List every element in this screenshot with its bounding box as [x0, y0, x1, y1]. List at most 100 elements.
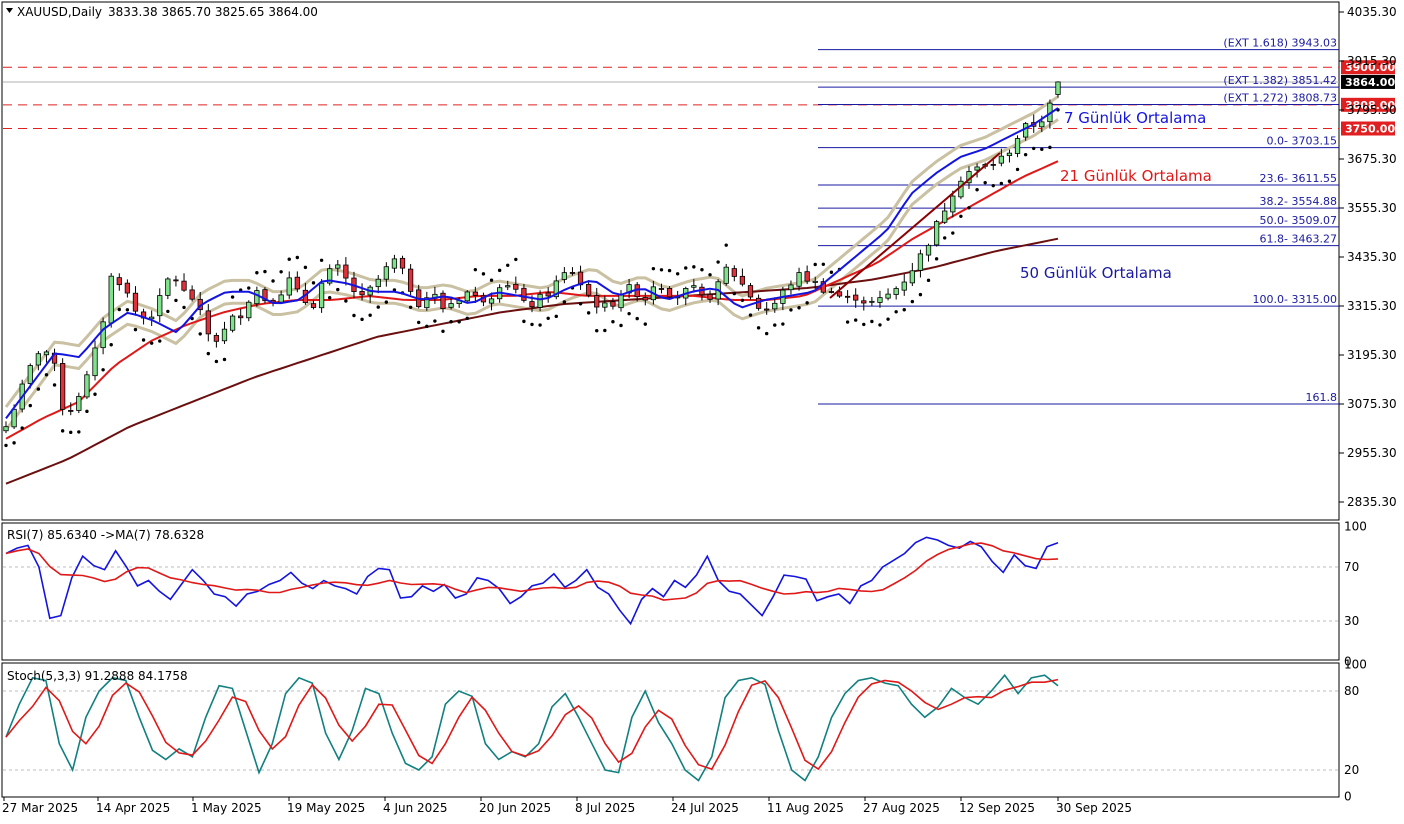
- sar-dot: [36, 387, 41, 391]
- sar-dot: [1015, 167, 1020, 172]
- candle-body: [343, 264, 349, 279]
- sar-dot: [319, 258, 324, 262]
- price-tick-label: 3915.30: [1347, 54, 1397, 68]
- candle-body: [537, 293, 543, 308]
- candle-body: [173, 279, 179, 282]
- level-price-label: 3750.00: [1345, 122, 1395, 135]
- fib-label: 23.6- 3611.55: [1260, 172, 1337, 185]
- candle-body: [885, 293, 891, 299]
- collapse-triangle-icon[interactable]: [6, 8, 13, 13]
- sar-dot: [506, 263, 510, 267]
- rsi-panel-frame: [1, 522, 1340, 661]
- sar-dot: [1048, 145, 1052, 150]
- date-tick-label: 27 Aug 2025: [863, 801, 940, 815]
- candle-body: [424, 297, 430, 309]
- level-price-box: [1341, 60, 1395, 75]
- sar-dot: [52, 383, 57, 387]
- level-price-box: [1341, 97, 1395, 112]
- sar-dot: [311, 281, 316, 285]
- sar-dot: [214, 359, 219, 364]
- candle-body: [586, 284, 592, 296]
- ma7-line: [5, 107, 1059, 419]
- sar-dot: [336, 287, 340, 292]
- candle-body: [933, 221, 940, 246]
- date-tick-label: 8 Jul 2025: [575, 801, 635, 815]
- sar-dot: [918, 292, 923, 297]
- sar-dot: [805, 301, 809, 305]
- sar-dot: [667, 268, 672, 273]
- candle-body: [642, 297, 648, 301]
- candle-body: [375, 278, 381, 288]
- candle-body: [513, 283, 519, 290]
- date-tick-label: 24 Jul 2025: [671, 801, 739, 815]
- candle-body: [594, 295, 600, 308]
- candle-body: [618, 293, 624, 309]
- fib-label: (EXT 1.618) 3943.03: [1223, 37, 1337, 50]
- sar-dot: [635, 316, 639, 321]
- candle-body: [221, 328, 228, 342]
- sar-dot: [651, 266, 656, 271]
- candle-body: [229, 315, 236, 331]
- sar-dot: [975, 188, 979, 192]
- candle-body: [569, 272, 576, 274]
- candle-body: [844, 295, 851, 298]
- candle-body: [440, 292, 446, 310]
- candle-body: [974, 166, 980, 171]
- sar-dot: [93, 392, 97, 396]
- sar-dot: [174, 298, 178, 303]
- candle-body: [602, 302, 608, 308]
- candle-body: [869, 300, 875, 303]
- candle-body: [666, 288, 673, 298]
- sar-dot: [465, 316, 469, 321]
- candle-body: [917, 253, 924, 271]
- sar-dot: [991, 183, 995, 188]
- date-tick-label: 27 Mar 2025: [2, 801, 78, 815]
- rsi-tick-label: 30: [1344, 614, 1359, 628]
- sar-dot: [344, 299, 348, 303]
- sar-dot: [77, 430, 81, 434]
- sar-dot: [368, 313, 372, 317]
- date-tick-label: 19 May 2025: [287, 801, 365, 815]
- candle-body: [92, 347, 98, 377]
- chart-symbol: XAUUSD,Daily: [17, 5, 102, 19]
- sar-dot: [732, 291, 737, 296]
- ma7-annotation: 7 Günlük Ortalama: [1064, 109, 1206, 127]
- sar-dot: [740, 298, 745, 302]
- sar-dot: [376, 305, 380, 309]
- candle-body: [391, 258, 398, 269]
- sar-dot: [1023, 152, 1028, 157]
- candle-body: [318, 282, 325, 309]
- candle-body: [1014, 138, 1021, 154]
- sar-dot: [748, 313, 753, 317]
- sar-dot: [862, 322, 866, 327]
- candle-body: [861, 300, 867, 304]
- sar-dot: [643, 322, 647, 326]
- candle-body: [383, 266, 389, 280]
- candle-body: [990, 164, 996, 166]
- sar-dot: [85, 409, 89, 414]
- sar-dot: [247, 286, 251, 290]
- sar-dot: [870, 319, 874, 324]
- sar-dot: [595, 329, 599, 333]
- sar-dot: [222, 357, 227, 362]
- candle-body: [124, 282, 131, 294]
- sar-dot: [554, 314, 558, 319]
- candle-body: [958, 180, 964, 198]
- sar-dot: [789, 308, 793, 312]
- candle-body: [828, 291, 835, 293]
- candle-body: [610, 301, 616, 307]
- sar-dot: [910, 299, 915, 304]
- sar-dot: [44, 373, 49, 377]
- date-tick-label: 11 Aug 2025: [767, 801, 844, 815]
- sar-dot: [295, 255, 300, 260]
- candle-body: [553, 280, 559, 298]
- sar-dot: [538, 323, 542, 327]
- sar-dot: [902, 308, 906, 312]
- candle-body: [11, 408, 17, 428]
- sar-dot: [489, 278, 494, 282]
- sar-dot: [384, 300, 389, 304]
- fib-label: (EXT 1.382) 3851.42: [1223, 74, 1337, 87]
- candle-body: [521, 287, 527, 301]
